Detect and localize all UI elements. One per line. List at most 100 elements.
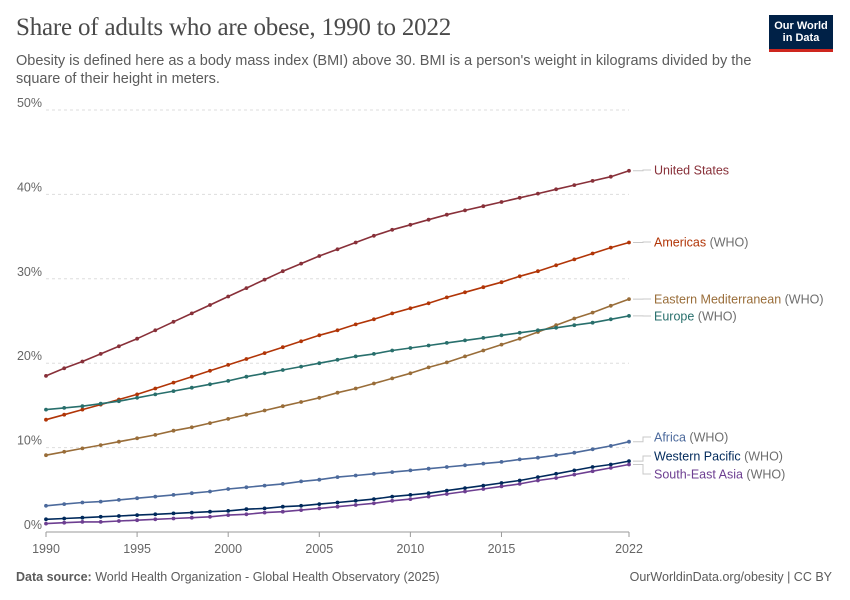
data-point[interactable] (62, 406, 67, 410)
data-point[interactable] (444, 360, 449, 365)
data-point[interactable] (262, 351, 267, 355)
data-point[interactable] (280, 504, 285, 509)
data-point[interactable] (517, 195, 522, 200)
data-point[interactable] (189, 385, 194, 390)
data-point[interactable] (627, 240, 631, 245)
data-point[interactable] (153, 386, 158, 391)
data-point[interactable] (44, 374, 48, 378)
data-point[interactable] (554, 471, 558, 476)
data-point[interactable] (189, 374, 194, 379)
data-point[interactable] (62, 449, 67, 454)
data-point[interactable] (117, 399, 121, 404)
data-point[interactable] (390, 494, 395, 499)
data-point[interactable] (208, 514, 212, 519)
data-point[interactable] (408, 468, 413, 473)
data-point[interactable] (262, 483, 267, 488)
data-point[interactable] (463, 208, 467, 213)
series-africa[interactable] (44, 439, 631, 508)
data-point[interactable] (463, 489, 467, 494)
data-point[interactable] (590, 310, 595, 315)
series-label[interactable]: Eastern Mediterranean (WHO) (654, 293, 824, 307)
data-point[interactable] (44, 521, 48, 526)
data-point[interactable] (226, 379, 231, 383)
data-point[interactable] (208, 368, 212, 373)
data-point[interactable] (299, 400, 303, 404)
data-point[interactable] (135, 395, 140, 400)
data-point[interactable] (117, 519, 121, 523)
data-point[interactable] (627, 168, 631, 173)
data-point[interactable] (608, 444, 613, 448)
data-point[interactable] (80, 407, 85, 412)
data-point[interactable] (280, 482, 285, 486)
data-point[interactable] (572, 323, 577, 328)
data-point[interactable] (426, 301, 431, 306)
data-point[interactable] (299, 339, 303, 344)
data-point[interactable] (390, 376, 395, 381)
data-point[interactable] (499, 484, 504, 489)
data-point[interactable] (536, 478, 540, 483)
data-point[interactable] (536, 269, 540, 274)
data-point[interactable] (517, 478, 522, 483)
data-point[interactable] (98, 443, 103, 447)
data-point[interactable] (444, 492, 449, 496)
series-label[interactable]: United States (654, 164, 729, 178)
data-point[interactable] (517, 457, 522, 462)
data-point[interactable] (499, 460, 504, 464)
data-point[interactable] (153, 433, 158, 437)
data-point[interactable] (280, 345, 285, 350)
data-point[interactable] (536, 328, 540, 333)
data-point[interactable] (280, 509, 285, 514)
data-point[interactable] (208, 421, 212, 425)
data-point[interactable] (353, 386, 358, 391)
data-point[interactable] (608, 245, 613, 250)
data-point[interactable] (627, 314, 631, 318)
data-point[interactable] (408, 497, 413, 501)
data-point[interactable] (572, 468, 577, 473)
data-point[interactable] (372, 233, 376, 238)
data-point[interactable] (554, 325, 558, 330)
data-point[interactable] (408, 371, 413, 376)
data-point[interactable] (262, 510, 267, 515)
data-point[interactable] (481, 483, 486, 488)
data-point[interactable] (44, 407, 48, 412)
data-point[interactable] (426, 217, 431, 222)
data-point[interactable] (208, 382, 212, 387)
data-point[interactable] (62, 520, 67, 525)
data-point[interactable] (408, 306, 413, 311)
data-point[interactable] (572, 316, 577, 321)
data-point[interactable] (517, 274, 522, 279)
data-point[interactable] (244, 374, 249, 379)
data-point[interactable] (335, 328, 340, 333)
data-point[interactable] (554, 263, 558, 268)
data-point[interactable] (481, 336, 486, 340)
data-point[interactable] (171, 380, 176, 385)
data-point[interactable] (353, 498, 358, 503)
data-point[interactable] (208, 509, 212, 514)
data-point[interactable] (554, 453, 558, 458)
data-point[interactable] (372, 352, 376, 356)
data-point[interactable] (463, 338, 467, 343)
data-point[interactable] (44, 503, 48, 508)
data-point[interactable] (317, 395, 322, 400)
data-point[interactable] (153, 392, 158, 397)
data-point[interactable] (481, 204, 486, 209)
data-point[interactable] (627, 462, 631, 467)
data-point[interactable] (317, 254, 322, 258)
data-point[interactable] (117, 344, 121, 349)
data-point[interactable] (426, 343, 431, 348)
data-point[interactable] (372, 381, 376, 386)
data-point[interactable] (517, 330, 522, 335)
data-point[interactable] (572, 450, 577, 455)
data-point[interactable] (444, 488, 449, 493)
data-point[interactable] (189, 510, 194, 515)
data-point[interactable] (590, 469, 595, 474)
data-point[interactable] (117, 498, 121, 502)
data-point[interactable] (499, 342, 504, 347)
series-label[interactable]: Western Pacific (WHO) (654, 450, 783, 464)
data-point[interactable] (153, 328, 158, 333)
data-point[interactable] (171, 511, 176, 516)
data-point[interactable] (135, 392, 140, 397)
data-point[interactable] (299, 508, 303, 512)
series-label[interactable]: Europe (WHO) (654, 310, 737, 324)
data-point[interactable] (262, 506, 267, 511)
